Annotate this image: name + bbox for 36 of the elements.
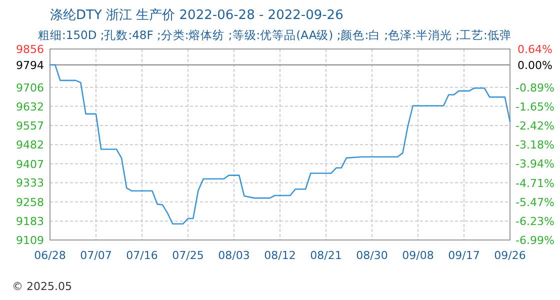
annotation: © 2025.05 — [12, 280, 72, 293]
y2tick: -0.89% — [516, 81, 554, 94]
xtick: 06/28 — [34, 249, 66, 262]
y2tick: 0.64% — [518, 43, 552, 56]
ytick: 9183 — [16, 215, 44, 228]
ytick: 9109 — [16, 234, 44, 247]
title: 涤纶DTY 浙江 生产价 2022-06-28 - 2022-09-26 — [50, 8, 344, 23]
xtick: 07/16 — [126, 249, 158, 262]
y2tick: -5.47% — [516, 196, 554, 209]
xtick: 08/03 — [218, 249, 250, 262]
xtick: 08/12 — [264, 249, 296, 262]
y2tick: -2.42% — [516, 120, 554, 133]
xtick: 09/26 — [494, 249, 526, 262]
subtitle: 粗细:150D ;孔数:48F ;分类:熔体纺 ;等级:优等品(AA级) ;颜色:白 ;色泽:半消光 ;工艺:低弹 — [38, 28, 512, 42]
y2tick: -3.94% — [516, 158, 554, 171]
ytick: 9557 — [16, 119, 44, 132]
ytick: 9407 — [16, 158, 44, 171]
xtick: 09/08 — [402, 249, 434, 262]
ytick: 9482 — [16, 138, 44, 152]
ytick: 9706 — [16, 81, 44, 94]
ytick: 9856 — [16, 43, 44, 56]
xtick: 07/25 — [172, 249, 204, 262]
y2tick: -6.99% — [516, 234, 554, 247]
ytick: 9258 — [16, 196, 44, 209]
y2tick: 0.00% — [518, 59, 552, 72]
y2tick: -3.18% — [516, 138, 554, 152]
xtick: 09/17 — [448, 249, 480, 262]
y2tick: -1.65% — [516, 100, 554, 114]
xtick: 08/30 — [356, 249, 388, 262]
ytick: 9794 — [16, 58, 44, 72]
y2tick: -6.23% — [516, 214, 554, 228]
xtick: 08/21 — [310, 249, 342, 262]
y2tick: -4.71% — [516, 176, 554, 190]
ytick: 9632 — [16, 100, 44, 114]
ytick: 9333 — [16, 176, 44, 190]
xtick: 07/07 — [80, 249, 112, 262]
